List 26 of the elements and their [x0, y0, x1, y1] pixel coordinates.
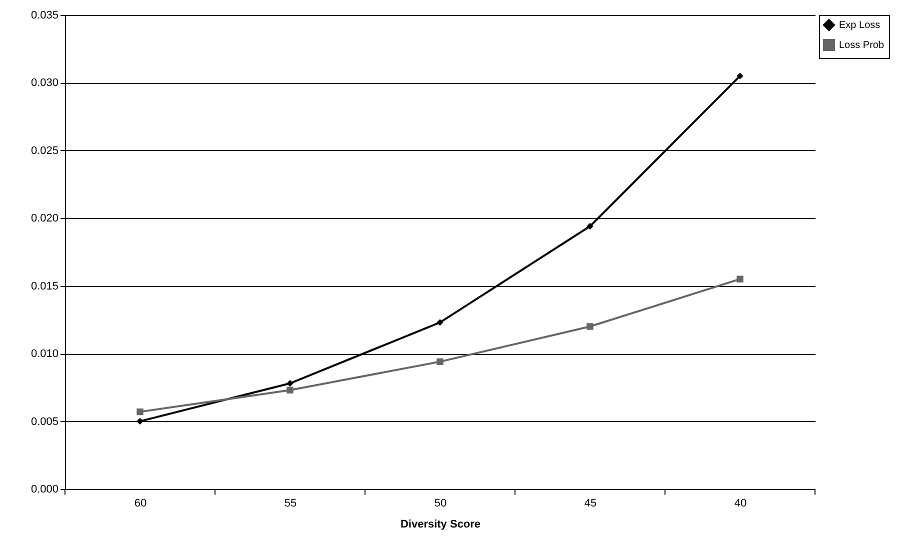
x-tick-label: 60	[134, 498, 147, 510]
point	[736, 72, 744, 80]
point	[136, 408, 144, 416]
point	[586, 323, 594, 330]
x-tick-label: 55	[284, 498, 297, 510]
point	[736, 276, 744, 282]
y-tick-label: 0.015	[30, 280, 58, 292]
legend-label: Exp Loss	[839, 20, 880, 31]
point	[436, 319, 444, 326]
point	[586, 222, 594, 230]
y-tick-label: 0.035	[30, 10, 58, 22]
point	[286, 380, 294, 387]
x-tick-label: 50	[434, 498, 447, 510]
y-tick-label: 0.005	[30, 416, 58, 428]
y-tick-label: 0.030	[30, 77, 58, 90]
point	[136, 418, 144, 425]
point	[286, 386, 294, 394]
y-tick-label: 0.020	[30, 212, 58, 225]
y-tick-label: 0.025	[30, 144, 58, 157]
x-axis-title: Diversity Score	[400, 518, 481, 530]
legend-label: Loss Prob	[839, 40, 884, 51]
x-tick-label: 40	[734, 498, 747, 510]
point	[436, 358, 444, 366]
x-tick-label: 45	[584, 498, 597, 510]
y-tick-label: 0.000	[30, 484, 58, 496]
y-tick-label: 0.010	[30, 348, 58, 360]
